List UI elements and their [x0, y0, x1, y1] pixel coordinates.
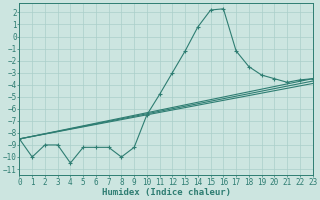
X-axis label: Humidex (Indice chaleur): Humidex (Indice chaleur)	[101, 188, 230, 197]
